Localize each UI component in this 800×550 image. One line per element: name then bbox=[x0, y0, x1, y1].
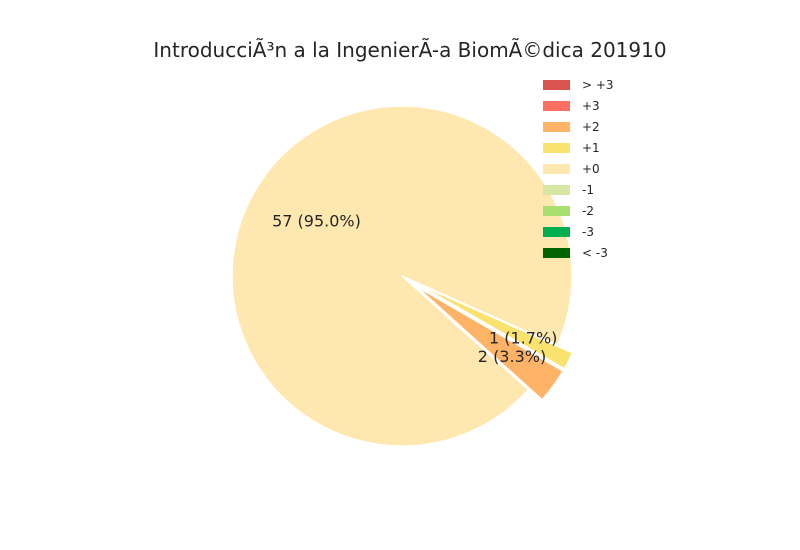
legend-swatch bbox=[543, 185, 570, 195]
pie-slices bbox=[231, 105, 574, 447]
pie-slice-1 bbox=[416, 283, 574, 370]
chart-title: IntroducciÃ³n a la IngenierÃ-a BiomÃ©dic… bbox=[153, 38, 666, 62]
legend-label: -1 bbox=[582, 183, 594, 197]
legend-label: -3 bbox=[582, 225, 594, 239]
legend-label: -2 bbox=[582, 204, 594, 218]
pie-slice-0 bbox=[231, 105, 573, 447]
legend-label: < -3 bbox=[582, 246, 608, 260]
slice-label: 57 (95.0%) bbox=[272, 211, 361, 230]
legend-label: > +3 bbox=[582, 78, 614, 92]
legend-swatch bbox=[543, 101, 570, 111]
legend-label: +3 bbox=[582, 99, 600, 113]
legend-label: +2 bbox=[582, 120, 600, 134]
slice-label: 1 (1.7%) bbox=[489, 329, 557, 348]
chart-legend: > +3 +3 +2 +1 +0 -1 -2 -3 < -3 bbox=[543, 78, 614, 260]
legend-swatch bbox=[543, 206, 570, 216]
legend-swatch bbox=[543, 80, 570, 90]
pie-slice-2 bbox=[415, 285, 565, 401]
legend-swatch bbox=[543, 143, 570, 153]
legend-swatch bbox=[543, 227, 570, 237]
legend-swatch bbox=[543, 122, 570, 132]
legend-label: +0 bbox=[582, 162, 600, 176]
legend-label: +1 bbox=[582, 141, 600, 155]
pie-slice-labels: 57 (95.0%) 2 (3.3%)1 (1.7%) bbox=[272, 211, 557, 366]
slice-label: 2 (3.3%) bbox=[478, 347, 546, 366]
legend-swatch bbox=[543, 164, 570, 174]
legend-swatch bbox=[543, 248, 570, 258]
